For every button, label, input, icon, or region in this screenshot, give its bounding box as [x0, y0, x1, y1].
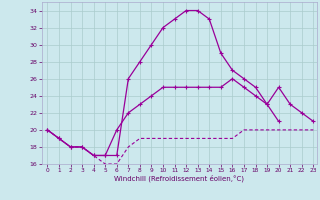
X-axis label: Windchill (Refroidissement éolien,°C): Windchill (Refroidissement éolien,°C): [114, 175, 244, 182]
